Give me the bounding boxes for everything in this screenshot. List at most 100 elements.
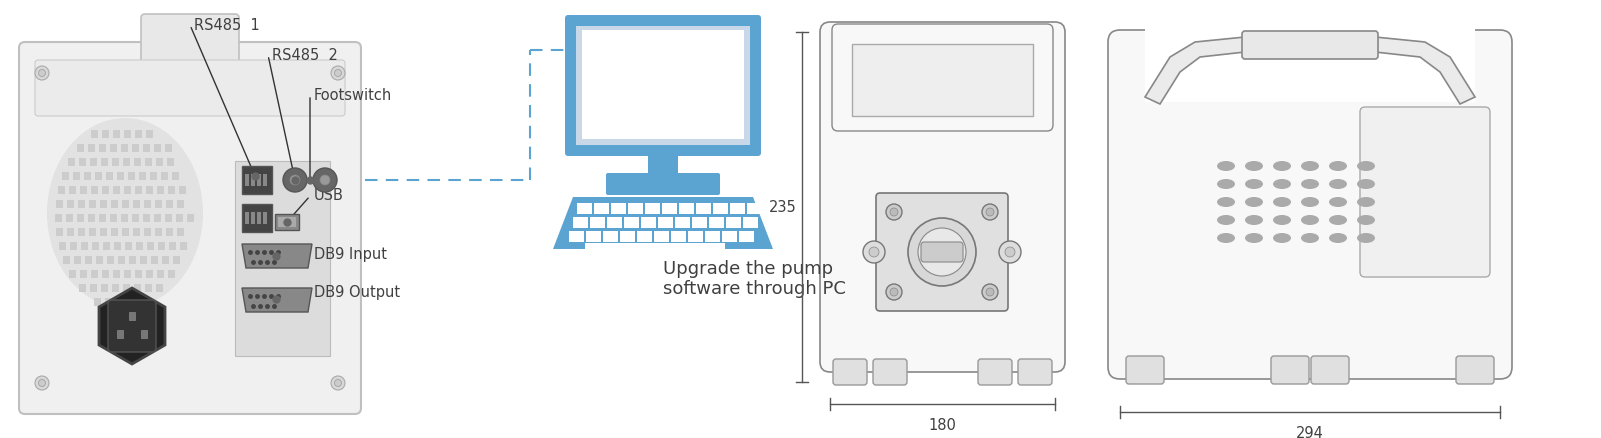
Bar (688, 231, 703, 242)
Bar (648, 153, 677, 175)
Ellipse shape (1273, 233, 1290, 243)
Bar (704, 231, 720, 242)
Bar (251, 174, 255, 186)
Bar (146, 270, 154, 278)
Bar (126, 298, 134, 306)
Bar (154, 144, 162, 152)
Polygon shape (99, 288, 165, 364)
Bar (134, 270, 142, 278)
Bar (171, 172, 179, 180)
Bar (637, 231, 652, 242)
Bar (90, 158, 98, 166)
Text: DB9 Input: DB9 Input (314, 247, 387, 262)
Bar (133, 228, 139, 236)
FancyBboxPatch shape (873, 359, 908, 385)
Polygon shape (1145, 37, 1246, 104)
Bar (59, 242, 66, 250)
Text: RS485  2: RS485 2 (272, 47, 338, 63)
FancyBboxPatch shape (820, 22, 1065, 372)
Bar (167, 200, 173, 208)
Bar (114, 186, 120, 194)
Bar (146, 158, 152, 166)
Bar (122, 228, 130, 236)
Bar (245, 174, 250, 186)
Bar (591, 217, 605, 228)
Ellipse shape (1217, 179, 1234, 189)
Bar (62, 172, 69, 180)
Bar (67, 158, 75, 166)
Ellipse shape (1302, 197, 1319, 207)
Bar (245, 212, 250, 224)
Bar (102, 130, 109, 138)
Text: Footswitch: Footswitch (314, 88, 392, 102)
Circle shape (890, 288, 898, 296)
Bar (730, 203, 744, 214)
Bar (142, 144, 150, 152)
Bar (242, 166, 272, 194)
Bar (612, 203, 626, 214)
Bar (128, 172, 134, 180)
Bar (594, 203, 608, 214)
Bar (101, 158, 107, 166)
Bar (82, 242, 88, 250)
FancyBboxPatch shape (565, 15, 760, 156)
Circle shape (290, 175, 299, 185)
Ellipse shape (1246, 215, 1263, 225)
Ellipse shape (1217, 233, 1234, 243)
Ellipse shape (1329, 215, 1346, 225)
Circle shape (331, 66, 344, 80)
Circle shape (283, 168, 307, 192)
Bar (131, 144, 139, 152)
Bar (67, 200, 74, 208)
FancyBboxPatch shape (141, 14, 239, 67)
Bar (179, 242, 187, 250)
Bar (62, 256, 70, 264)
Ellipse shape (1302, 215, 1319, 225)
Text: Upgrade the pump: Upgrade the pump (663, 260, 833, 278)
Circle shape (35, 376, 50, 390)
Bar (722, 231, 736, 242)
Bar (94, 298, 101, 306)
Bar (117, 330, 123, 338)
Bar (134, 130, 142, 138)
Circle shape (986, 208, 994, 216)
Bar (275, 214, 299, 230)
Ellipse shape (1246, 197, 1263, 207)
Ellipse shape (1302, 233, 1319, 243)
Bar (139, 172, 146, 180)
Bar (107, 256, 114, 264)
Bar (80, 270, 86, 278)
Polygon shape (242, 244, 312, 268)
Bar (607, 217, 623, 228)
FancyBboxPatch shape (1311, 356, 1350, 384)
Bar (83, 172, 91, 180)
Bar (155, 158, 163, 166)
Bar (709, 217, 724, 228)
Bar (123, 284, 130, 292)
Bar (78, 228, 85, 236)
Bar (74, 256, 82, 264)
Bar (74, 172, 80, 180)
Bar (56, 228, 62, 236)
Bar (679, 203, 693, 214)
Bar (165, 214, 171, 222)
Bar (110, 214, 117, 222)
Bar (78, 158, 86, 166)
Bar (150, 172, 157, 180)
Bar (604, 231, 618, 242)
Circle shape (908, 218, 977, 286)
Bar (235, 161, 330, 356)
Bar (70, 242, 77, 250)
FancyBboxPatch shape (35, 60, 344, 116)
Bar (620, 231, 636, 242)
Bar (157, 186, 163, 194)
Text: software through PC: software through PC (663, 280, 845, 298)
Bar (696, 203, 711, 214)
Bar (576, 26, 749, 145)
Bar (712, 203, 728, 214)
Bar (154, 214, 162, 222)
Bar (178, 200, 184, 208)
Bar (122, 144, 128, 152)
Bar (110, 200, 118, 208)
Circle shape (863, 241, 885, 263)
